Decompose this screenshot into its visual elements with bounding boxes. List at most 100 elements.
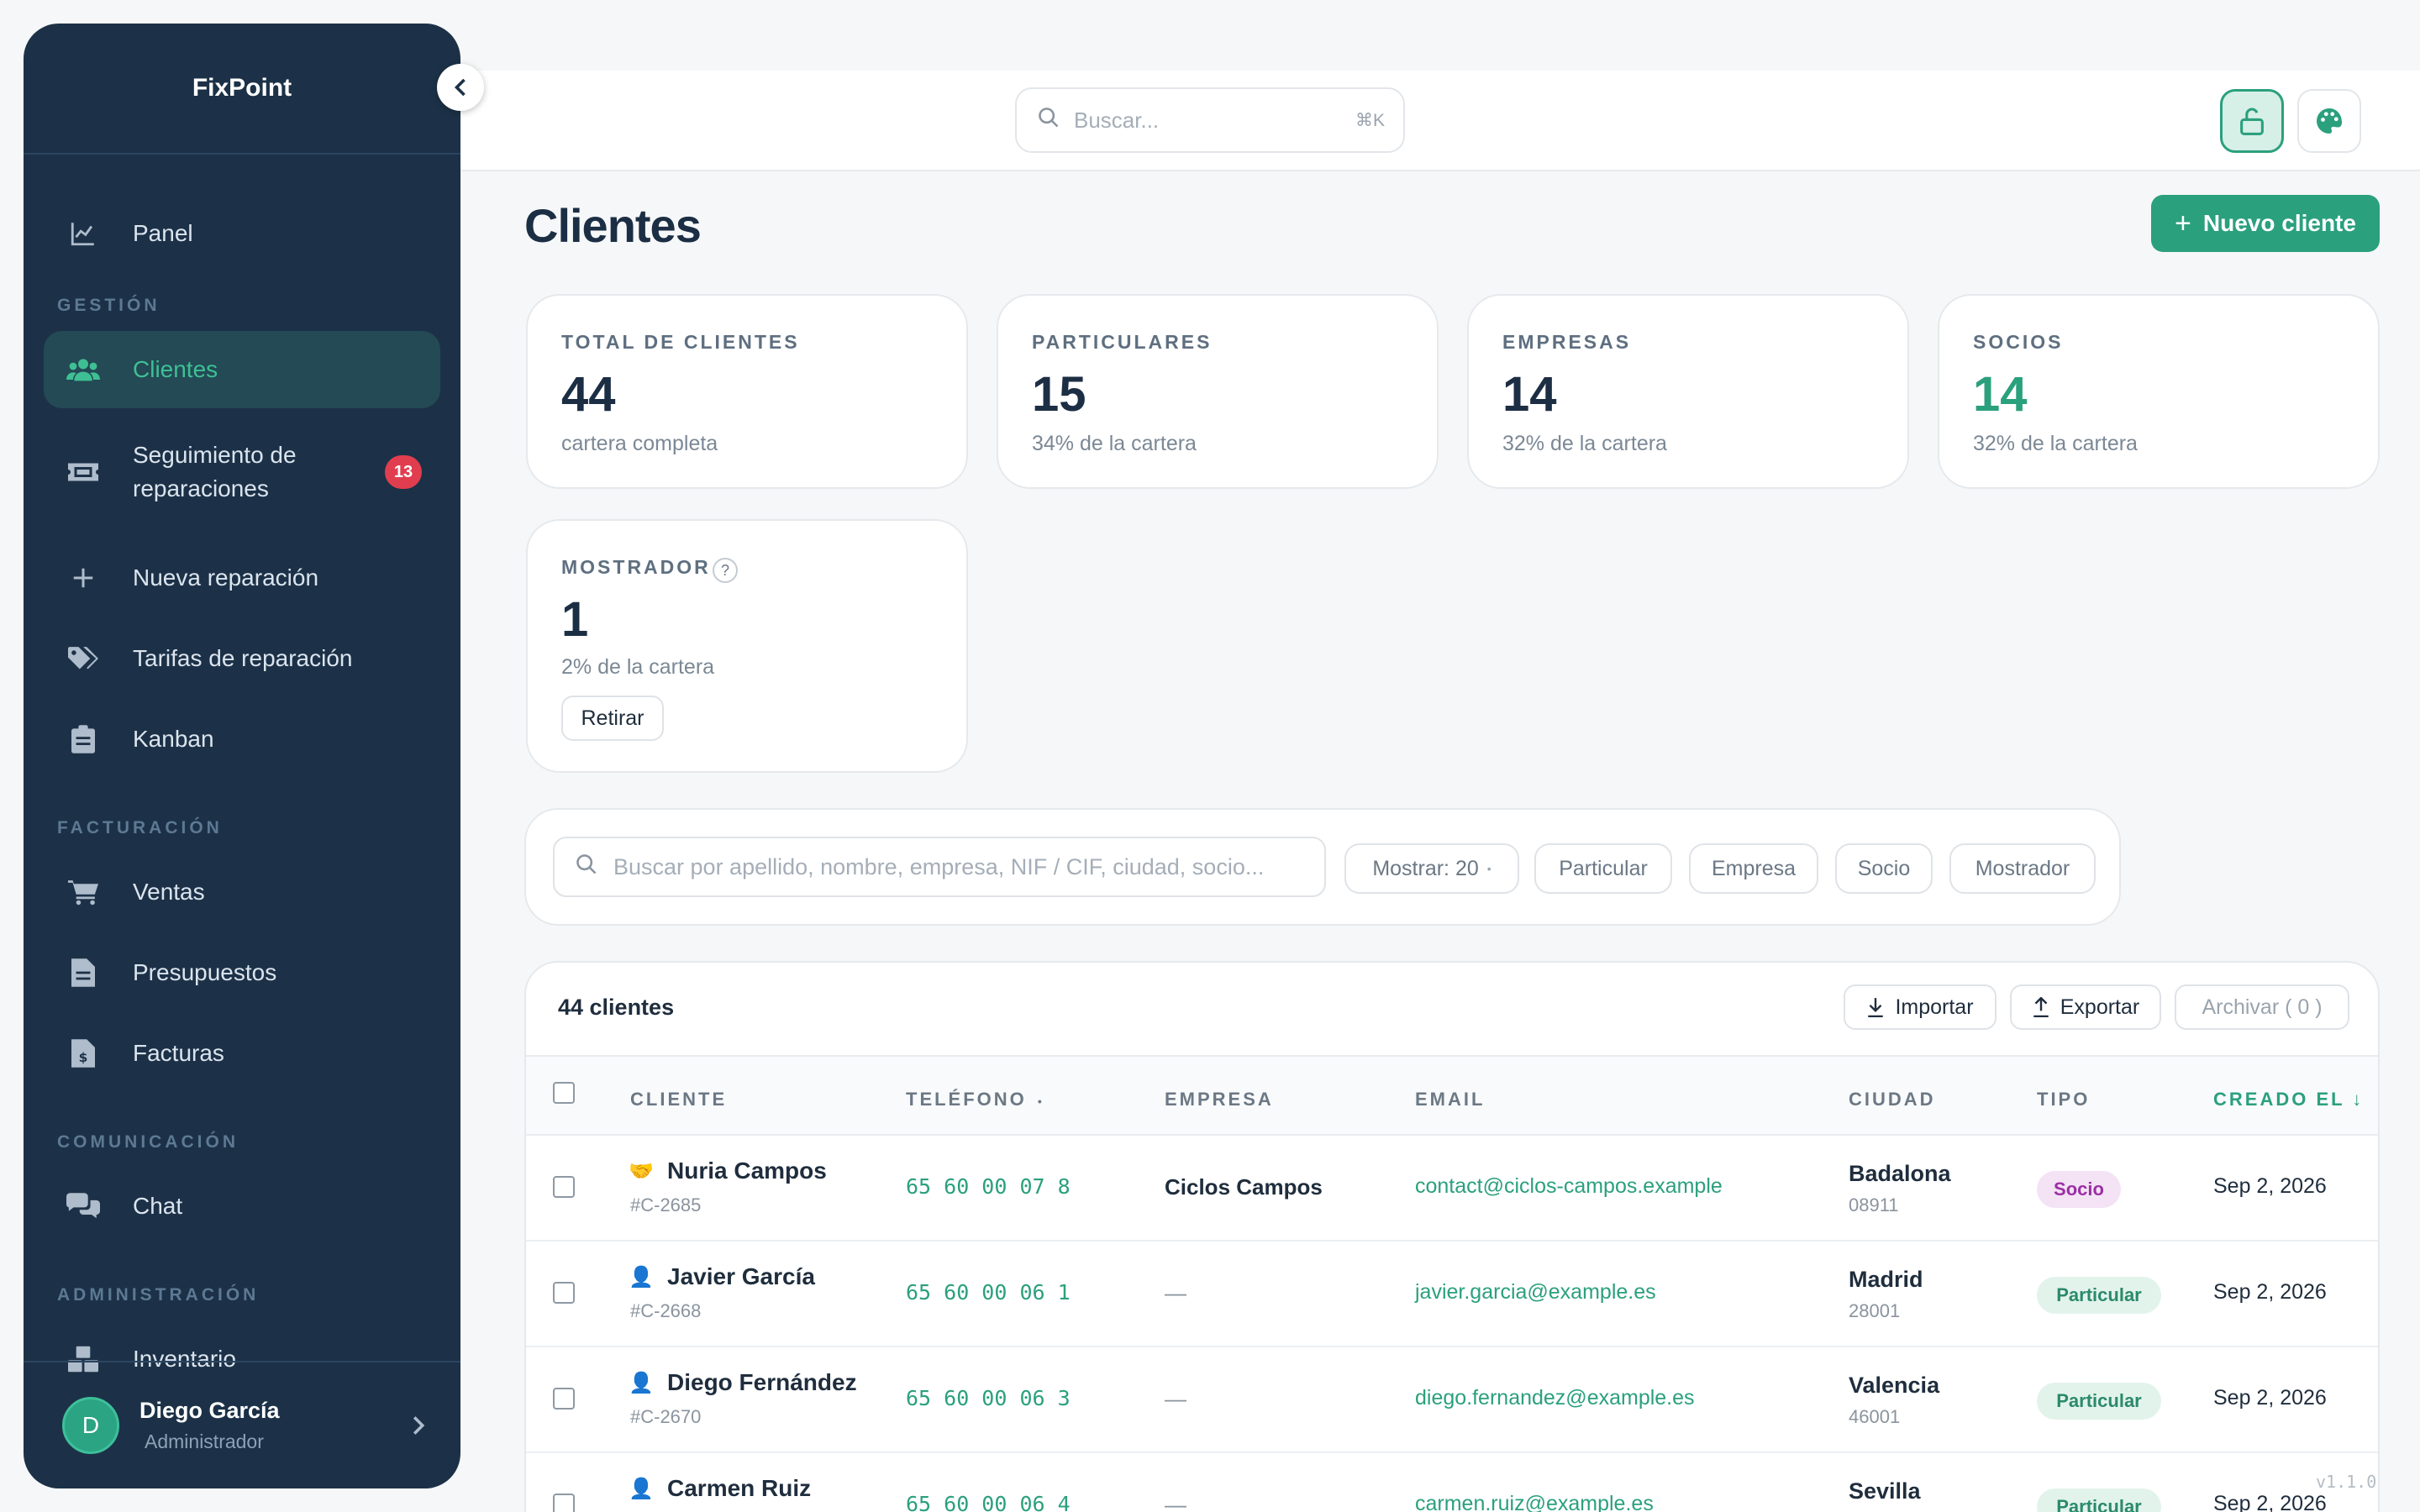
sidebar-item-label: Nueva reparación — [133, 564, 319, 591]
filter-chip-particular[interactable]: Particular — [1534, 843, 1672, 894]
retirar-button[interactable]: Retirar — [561, 696, 664, 741]
col-ciudad[interactable]: CIUDAD — [1849, 1089, 1936, 1110]
topbar: Buscar... ⌘K — [460, 71, 2420, 171]
stat-label: PARTICULARES — [1032, 331, 1213, 353]
filter-chip-socio[interactable]: Socio — [1835, 843, 1933, 894]
new-client-button[interactable]: + Nuevo cliente — [2151, 195, 2380, 252]
section-label-administracion: ADMINISTRACIÓN — [57, 1285, 260, 1305]
client-zip: 08911 — [1849, 1194, 1899, 1215]
filter-bar: Buscar por apellido, nombre, empresa, NI… — [524, 808, 2121, 926]
sidebar-item-label-line1: Seguimiento de — [133, 442, 297, 468]
stat-sub: 32% de la cartera — [1973, 432, 2138, 455]
show-select[interactable]: Mostrar: 20 • — [1344, 843, 1519, 894]
sort-dot-icon: • — [1037, 1095, 1044, 1108]
filter-chip-empresa[interactable]: Empresa — [1689, 843, 1818, 894]
section-label-comunicacion: COMUNICACIÓN — [57, 1132, 239, 1152]
collapse-sidebar-button[interactable] — [437, 64, 484, 111]
theme-button[interactable] — [2297, 89, 2361, 153]
col-cliente[interactable]: CLIENTE — [630, 1089, 728, 1110]
help-icon[interactable]: ? — [713, 558, 738, 583]
stat-label: EMPRESAS — [1502, 331, 1632, 353]
client-phone[interactable]: 65 60 00 06 1 — [906, 1280, 1071, 1305]
import-button[interactable]: Importar — [1844, 984, 1996, 1030]
client-name[interactable]: Nuria Campos — [667, 1158, 827, 1184]
sidebar-item-label: Facturas — [133, 1040, 224, 1066]
row-checkbox[interactable] — [553, 1176, 575, 1198]
app-name: FixPoint — [192, 74, 292, 102]
user-menu[interactable]: D Diego García Administrador — [24, 1361, 460, 1488]
row-checkbox[interactable] — [553, 1282, 575, 1304]
search-placeholder: Buscar por apellido, nombre, empresa, NI… — [613, 853, 1265, 879]
client-email[interactable]: carmen.ruiz@example.es — [1415, 1492, 1654, 1512]
export-button[interactable]: Exportar — [2010, 984, 2161, 1030]
user-role: Administrador — [145, 1431, 264, 1452]
stat-value: 1 — [561, 592, 589, 647]
sidebar-item-facturas[interactable]: $ Facturas — [44, 1016, 440, 1090]
sidebar-item-ventas[interactable]: Ventas — [44, 855, 440, 929]
search-placeholder: Buscar... — [1074, 107, 1160, 133]
client-email[interactable]: diego.fernandez@example.es — [1415, 1386, 1695, 1410]
sidebar-item-inventario[interactable]: Inventario — [44, 1322, 440, 1396]
global-search-input[interactable]: Buscar... ⌘K — [1015, 87, 1405, 153]
lock-button[interactable] — [2220, 89, 2284, 153]
sidebar-item-presupuestos[interactable]: Presupuestos — [44, 936, 440, 1010]
stat-card-empresas: EMPRESAS 14 32% de la cartera — [1467, 294, 1909, 489]
type-badge: Particular — [2037, 1488, 2161, 1512]
version-label: v1.1.0 — [2316, 1472, 2377, 1492]
sidebar-item-seguimiento[interactable]: Seguimiento de reparaciones 13 — [44, 425, 440, 519]
client-phone[interactable]: 65 60 00 07 8 — [906, 1174, 1071, 1199]
palette-icon — [2317, 108, 2342, 134]
sidebar-item-chat[interactable]: Chat — [44, 1169, 440, 1243]
page-title: Clientes — [524, 199, 702, 252]
col-tipo[interactable]: TIPO — [2037, 1089, 2091, 1110]
table-row[interactable]: 👤 Javier García #C-2668 65 60 00 06 1 — … — [526, 1242, 2378, 1347]
sidebar-item-panel[interactable]: Panel — [44, 197, 440, 270]
sidebar-item-tarifas[interactable]: Tarifas de reparación — [44, 622, 440, 696]
unlock-icon — [2240, 108, 2264, 135]
stat-label: TOTAL DE CLIENTES — [561, 331, 800, 353]
upload-icon — [2033, 997, 2049, 1017]
client-company: — — [1165, 1386, 1186, 1411]
select-all-checkbox[interactable] — [553, 1082, 575, 1104]
person-icon: 👤 — [629, 1478, 654, 1500]
chevron-left-icon — [454, 78, 466, 97]
col-email[interactable]: EMAIL — [1415, 1089, 1486, 1110]
stat-sub: 34% de la cartera — [1032, 432, 1197, 455]
client-phone[interactable]: 65 60 00 06 4 — [906, 1492, 1071, 1512]
clients-table: 44 clientes Importar Exportar Archivar (… — [524, 961, 2380, 1512]
svg-text:$: $ — [79, 1050, 88, 1065]
stat-value: 14 — [1973, 367, 2028, 422]
stat-label: SOCIOS — [1973, 331, 2064, 353]
sidebar-item-kanban[interactable]: Kanban — [44, 702, 440, 776]
client-name[interactable]: Carmen Ruiz — [667, 1475, 812, 1501]
client-phone[interactable]: 65 60 00 06 3 — [906, 1386, 1071, 1410]
sidebar-item-label: Clientes — [133, 356, 218, 382]
stat-sub: 32% de la cartera — [1502, 432, 1667, 455]
user-info: Diego García Administrador — [139, 1398, 280, 1453]
search-icon — [1037, 106, 1060, 135]
users-icon — [66, 352, 101, 387]
sidebar-item-nueva-reparacion[interactable]: Nueva reparación — [44, 541, 440, 615]
client-name[interactable]: Javier García — [667, 1263, 815, 1289]
col-creado[interactable]: CREADO EL ↓ — [2213, 1089, 2365, 1110]
col-telefono[interactable]: TELÉFONO • — [906, 1089, 1044, 1110]
table-row[interactable]: 👤 Carmen Ruiz 65 60 00 06 4 — carmen.rui… — [526, 1453, 2378, 1512]
invoice-icon: $ — [66, 1036, 101, 1071]
table-row[interactable]: 👤 Diego Fernández #C-2670 65 60 00 06 3 … — [526, 1347, 2378, 1453]
created-date: Sep 2, 2026 — [2213, 1280, 2327, 1304]
row-checkbox[interactable] — [553, 1494, 575, 1512]
client-email[interactable]: javier.garcia@example.es — [1415, 1280, 1656, 1304]
download-icon — [1868, 998, 1884, 1017]
filter-chip-mostrador[interactable]: Mostrador — [1949, 843, 2096, 894]
row-checkbox[interactable] — [553, 1388, 575, 1410]
table-row[interactable]: 🤝 Nuria Campos #C-2685 65 60 00 07 8 Cic… — [526, 1136, 2378, 1242]
client-company: — — [1165, 1280, 1186, 1305]
client-name[interactable]: Diego Fernández — [667, 1369, 857, 1395]
client-search-input[interactable]: Buscar por apellido, nombre, empresa, NI… — [553, 837, 1326, 897]
archive-button[interactable]: Archivar ( 0 ) — [2175, 984, 2349, 1030]
person-icon: 👤 — [629, 1266, 654, 1289]
col-empresa[interactable]: EMPRESA — [1165, 1089, 1274, 1110]
sidebar-item-clientes[interactable]: Clientes — [44, 331, 440, 408]
sidebar-item-label: Panel — [133, 220, 193, 246]
client-email[interactable]: contact@ciclos-campos.example — [1415, 1174, 1723, 1198]
